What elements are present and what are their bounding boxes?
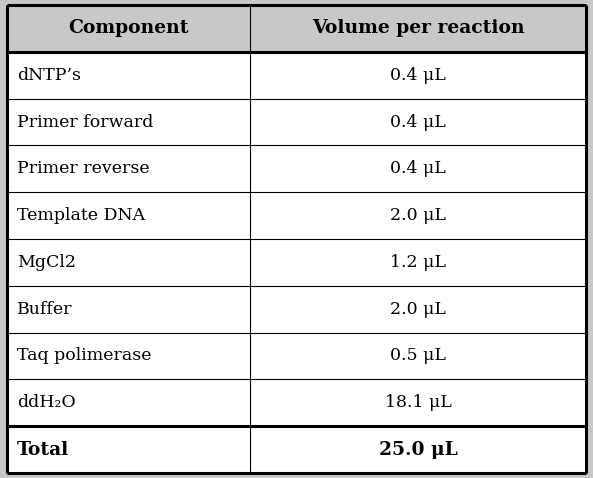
Bar bbox=[250, 52, 586, 98]
Bar bbox=[7, 333, 250, 380]
Bar bbox=[250, 426, 586, 473]
Text: Template DNA: Template DNA bbox=[17, 207, 145, 224]
Text: 18.1 μL: 18.1 μL bbox=[385, 394, 451, 411]
Text: Primer reverse: Primer reverse bbox=[17, 160, 149, 177]
Bar bbox=[250, 380, 586, 426]
Bar bbox=[7, 5, 250, 52]
Bar bbox=[7, 380, 250, 426]
Bar bbox=[7, 286, 250, 333]
Text: Buffer: Buffer bbox=[17, 301, 72, 318]
Bar bbox=[250, 333, 586, 380]
Bar bbox=[250, 98, 586, 145]
Text: Component: Component bbox=[68, 20, 189, 37]
Text: 2.0 μL: 2.0 μL bbox=[390, 207, 446, 224]
Text: 2.0 μL: 2.0 μL bbox=[390, 301, 446, 318]
Text: ddH₂O: ddH₂O bbox=[17, 394, 76, 411]
Bar bbox=[7, 426, 250, 473]
Bar bbox=[250, 239, 586, 286]
Text: dNTP’s: dNTP’s bbox=[17, 67, 81, 84]
Text: Primer forward: Primer forward bbox=[17, 113, 154, 130]
Text: 0.4 μL: 0.4 μL bbox=[390, 113, 446, 130]
Text: 0.4 μL: 0.4 μL bbox=[390, 160, 446, 177]
Text: 0.4 μL: 0.4 μL bbox=[390, 67, 446, 84]
Bar bbox=[7, 52, 250, 98]
Bar bbox=[7, 145, 250, 192]
Text: MgCl2: MgCl2 bbox=[17, 254, 76, 271]
Bar bbox=[7, 192, 250, 239]
Text: Total: Total bbox=[17, 441, 69, 458]
Text: Volume per reaction: Volume per reaction bbox=[312, 20, 524, 37]
Text: 1.2 μL: 1.2 μL bbox=[390, 254, 446, 271]
Bar bbox=[250, 286, 586, 333]
Bar bbox=[7, 239, 250, 286]
Text: 25.0 μL: 25.0 μL bbox=[379, 441, 457, 458]
Bar bbox=[250, 192, 586, 239]
Text: 0.5 μL: 0.5 μL bbox=[390, 348, 446, 365]
Bar bbox=[7, 98, 250, 145]
Bar bbox=[250, 5, 586, 52]
Bar bbox=[250, 145, 586, 192]
Text: Taq polimerase: Taq polimerase bbox=[17, 348, 151, 365]
